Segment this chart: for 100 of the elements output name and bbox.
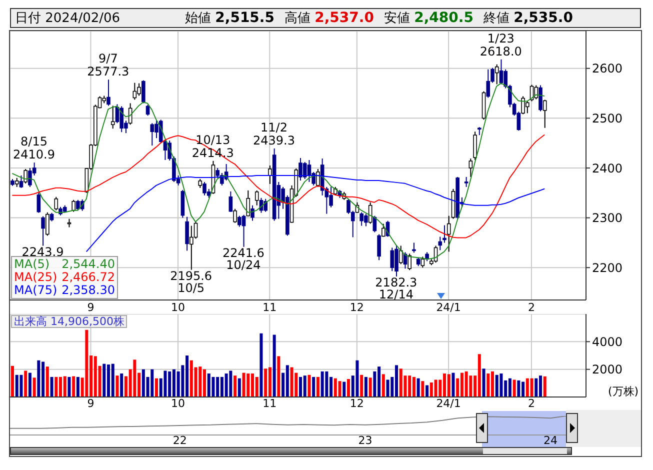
bar bbox=[246, 373, 250, 397]
candlestick bbox=[228, 190, 233, 212]
x-tick-label: 11 bbox=[262, 300, 277, 314]
candlestick bbox=[28, 167, 32, 188]
text: MA(5) 2,544.40 bbox=[14, 257, 115, 271]
candlestick bbox=[72, 199, 76, 212]
candlestick bbox=[19, 174, 24, 188]
candlestick bbox=[499, 58, 504, 85]
bar bbox=[320, 371, 324, 397]
x-tick-label: 12 bbox=[350, 300, 364, 314]
candlestick bbox=[302, 162, 307, 180]
bar bbox=[155, 378, 158, 397]
annotation: 2182.3 12/14 bbox=[375, 275, 418, 302]
bar bbox=[464, 371, 468, 397]
bar bbox=[486, 373, 490, 397]
bar bbox=[356, 360, 359, 397]
x-tick-label: 24/1 bbox=[436, 396, 461, 410]
candlestick bbox=[442, 224, 446, 244]
bar bbox=[347, 379, 350, 397]
candlestick bbox=[390, 247, 394, 272]
bar bbox=[508, 378, 512, 397]
candlestick bbox=[41, 216, 45, 246]
bar bbox=[24, 370, 28, 397]
annotation: 1/23 2618.0 bbox=[480, 31, 522, 58]
bar bbox=[338, 381, 342, 397]
bar bbox=[212, 376, 215, 397]
candlestick bbox=[106, 79, 110, 106]
bar bbox=[229, 370, 232, 397]
candlestick bbox=[24, 168, 28, 184]
x-tick-label: 10 bbox=[171, 396, 185, 410]
candlestick bbox=[250, 204, 254, 222]
bar bbox=[72, 376, 76, 397]
candlestick bbox=[254, 190, 259, 206]
candlestick bbox=[316, 168, 320, 188]
x-tick-label: 12 bbox=[350, 396, 364, 410]
bar bbox=[434, 380, 438, 397]
x-tick-label: 9 bbox=[87, 396, 94, 410]
candlestick bbox=[468, 158, 473, 178]
bar bbox=[452, 372, 455, 397]
bar bbox=[364, 376, 368, 397]
bar bbox=[54, 376, 58, 397]
bar bbox=[500, 373, 503, 397]
candlestick bbox=[542, 99, 547, 128]
candlestick bbox=[150, 122, 154, 146]
bar bbox=[198, 366, 202, 397]
bar bbox=[20, 374, 23, 397]
candlestick bbox=[76, 199, 80, 211]
y-tick-label: 2600 bbox=[592, 62, 623, 76]
bar bbox=[277, 356, 280, 397]
bar bbox=[308, 374, 311, 397]
candlestick bbox=[233, 208, 237, 224]
bar bbox=[133, 360, 136, 397]
bar bbox=[342, 382, 346, 397]
line-series bbox=[12, 134, 546, 238]
bar bbox=[164, 370, 167, 397]
bar bbox=[399, 368, 402, 397]
annotation: 2195.6 10/5 bbox=[170, 268, 212, 295]
bar bbox=[290, 367, 294, 397]
y-tick-label: 4000 bbox=[592, 334, 623, 349]
bar bbox=[316, 376, 320, 397]
candlestick bbox=[185, 216, 189, 252]
bar bbox=[325, 371, 328, 397]
candlestick bbox=[408, 253, 412, 271]
bar bbox=[478, 354, 481, 397]
candlestick bbox=[268, 165, 272, 184]
candlestick bbox=[329, 186, 333, 208]
x-tick-label: 22 bbox=[172, 434, 187, 447]
candlestick bbox=[377, 234, 381, 261]
candlestick bbox=[264, 198, 268, 212]
text: 始値 2,515.5 bbox=[185, 9, 274, 27]
bar bbox=[495, 374, 498, 397]
bar bbox=[150, 369, 154, 397]
candlestick bbox=[54, 196, 58, 211]
candlestick bbox=[142, 80, 146, 104]
y-tick-label: 2000 bbox=[592, 362, 623, 377]
candlestick bbox=[473, 131, 477, 161]
candlestick bbox=[446, 215, 451, 252]
text: 安値 2,480.5 bbox=[384, 9, 474, 27]
x-tick-label: 2 bbox=[528, 396, 535, 410]
bar bbox=[543, 376, 546, 397]
bar bbox=[120, 373, 124, 397]
bar bbox=[303, 376, 306, 397]
candlestick bbox=[238, 215, 242, 228]
annotation: 8/15 2410.9 bbox=[13, 134, 55, 162]
bar bbox=[426, 385, 429, 397]
candlestick bbox=[486, 68, 490, 98]
annotation: 9/7 2577.3 bbox=[87, 52, 130, 79]
y-tick-label: 2300 bbox=[592, 211, 623, 226]
bar bbox=[11, 366, 14, 397]
candlestick bbox=[412, 242, 416, 254]
bar bbox=[28, 372, 32, 397]
x-tick-label: 24 bbox=[544, 434, 558, 447]
candlestick bbox=[438, 236, 442, 251]
bar bbox=[234, 376, 237, 397]
bar bbox=[116, 376, 119, 397]
y-tick-label: 2200 bbox=[592, 260, 623, 275]
chart-title: 出来高 14,906,500株 bbox=[11, 315, 128, 328]
bar bbox=[111, 364, 114, 397]
bar bbox=[224, 373, 228, 397]
bar bbox=[421, 381, 424, 397]
